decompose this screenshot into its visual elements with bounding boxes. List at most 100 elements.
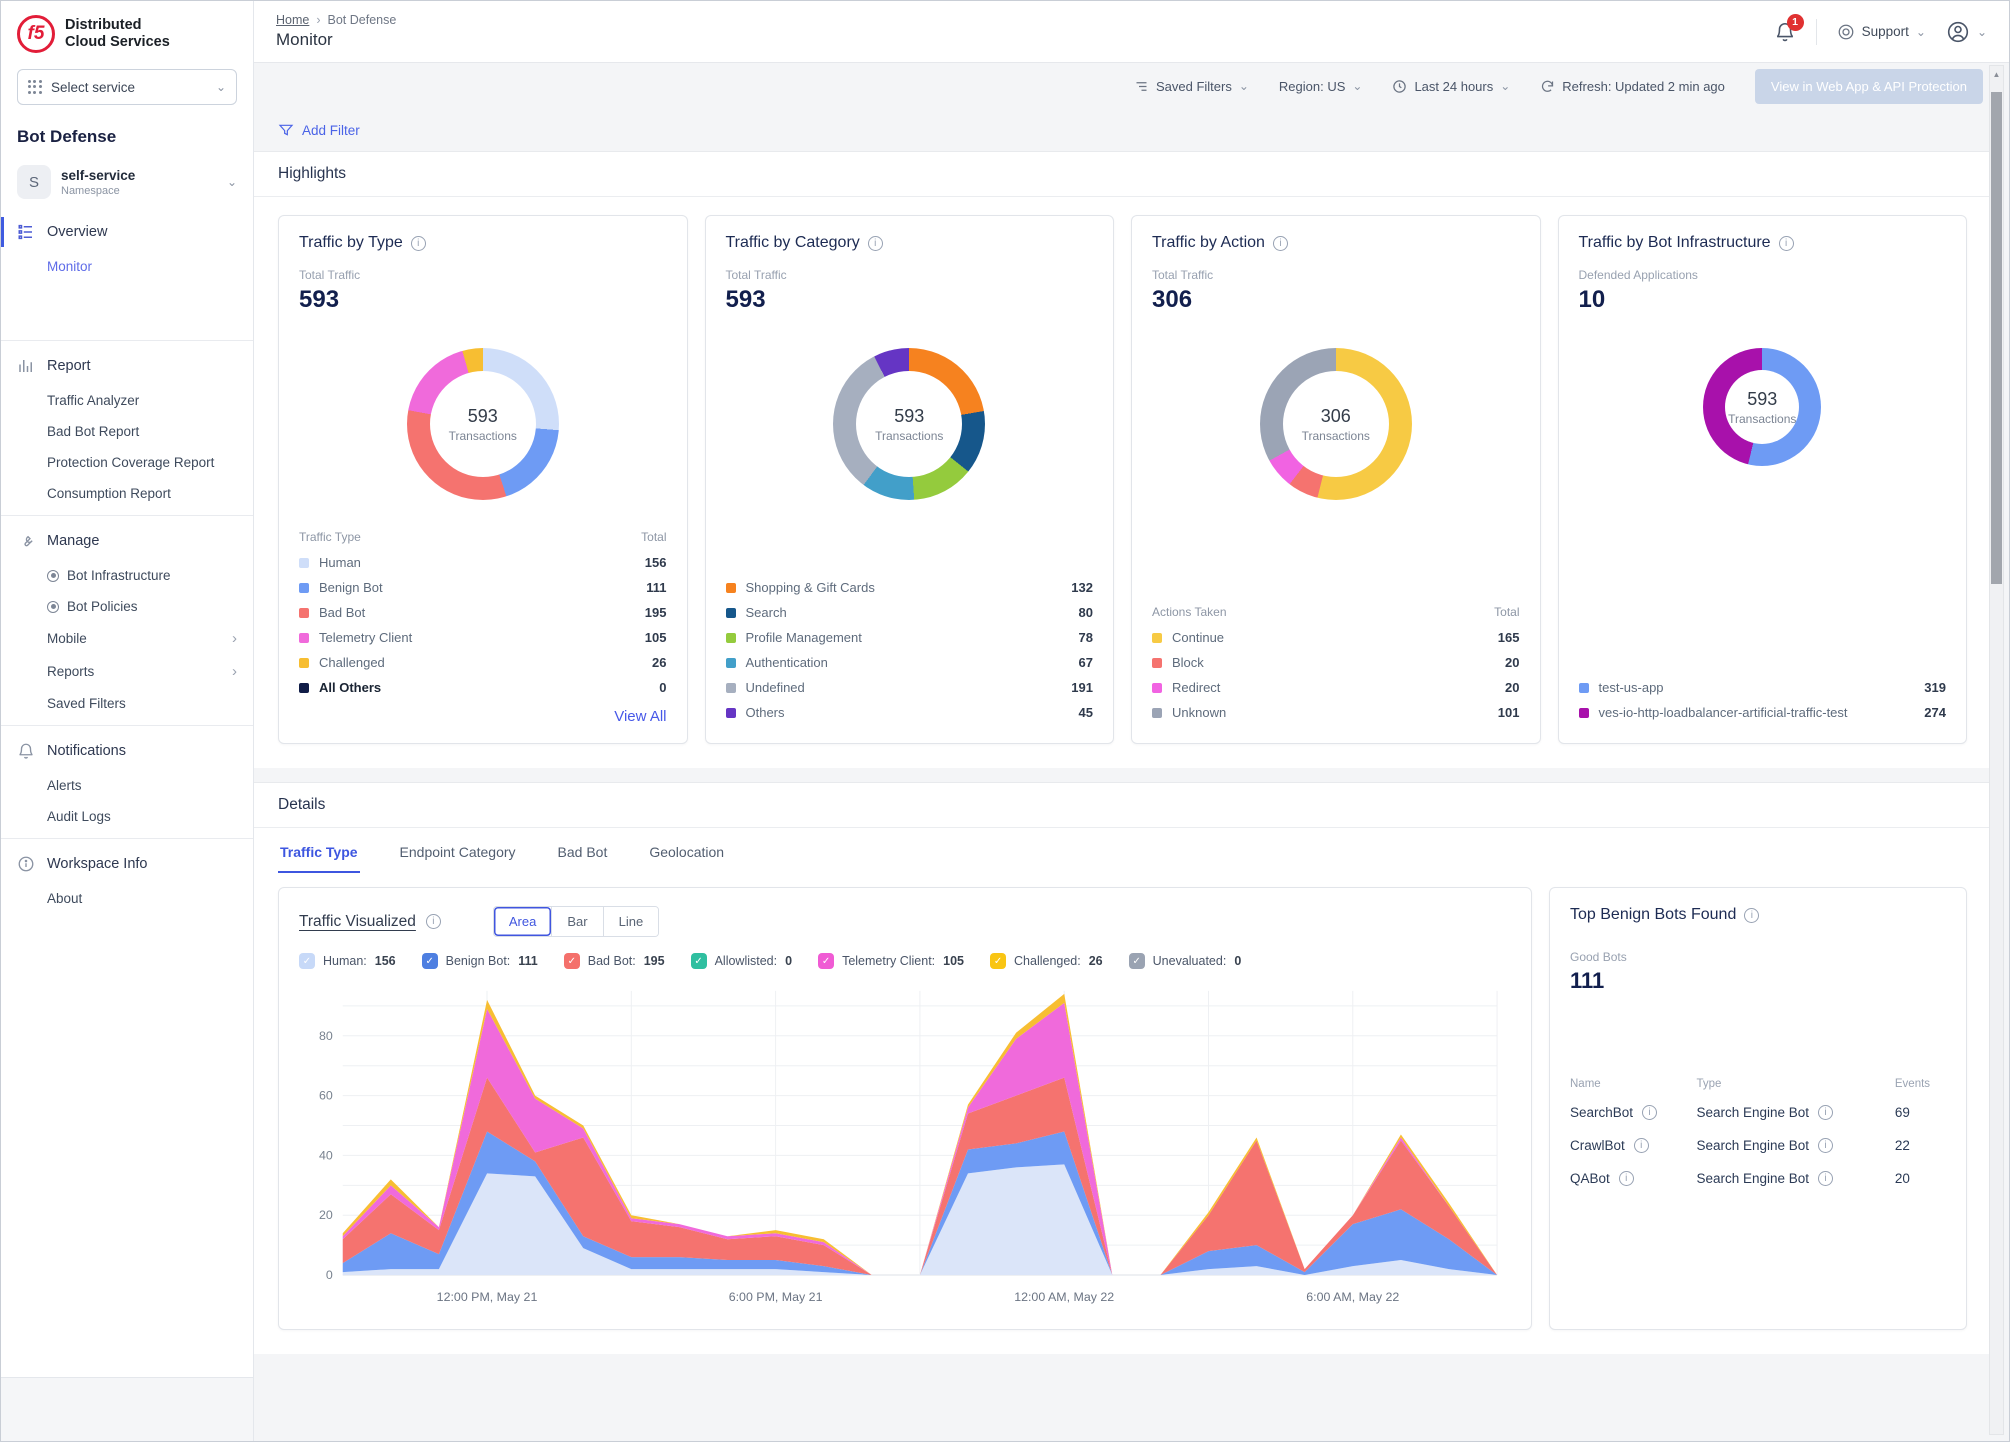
sidebar-item-bot-infrastructure[interactable]: Bot Infrastructure (1, 560, 253, 591)
sidebar-section-report[interactable]: Report (1, 347, 253, 385)
refresh-button[interactable]: Refresh: Updated 2 min ago (1540, 79, 1725, 94)
legend-value: 132 (1071, 580, 1093, 595)
info-icon[interactable] (1618, 1171, 1634, 1186)
filter-checkbox-telemetry-client[interactable]: Telemetry Client: 105 (818, 953, 964, 969)
brand-line1: Distributed (65, 17, 142, 34)
legend-row[interactable]: Bad Bot 195 (299, 600, 667, 625)
info-icon[interactable] (867, 235, 883, 251)
bot-name: QABot (1570, 1171, 1610, 1186)
legend-row[interactable]: Authentication 67 (725, 650, 1093, 675)
metric-value: 10 (1578, 286, 1606, 313)
nav-divider (1, 340, 253, 341)
region-dropdown[interactable]: Region: US ⌄ (1279, 79, 1363, 94)
table-row: QABot Search Engine Bot 20 (1570, 1162, 1946, 1195)
donut-center-label: Transactions (875, 428, 944, 443)
view-all-link[interactable]: View All (614, 708, 667, 725)
info-icon[interactable] (1744, 907, 1760, 923)
legend-row[interactable]: Shopping & Gift Cards 132 (725, 575, 1093, 600)
filter-count: 0 (1234, 954, 1242, 968)
legend-value: 80 (1078, 605, 1093, 620)
chart-mode-bar[interactable]: Bar (551, 907, 603, 936)
filter-checkbox-bad-bot[interactable]: Bad Bot: 195 (563, 953, 665, 969)
sidebar-section-notifications[interactable]: Notifications (1, 732, 253, 770)
filter-checkbox-human[interactable]: Human: 156 (299, 953, 396, 969)
sidebar-item-consumption-report[interactable]: Consumption Report (1, 478, 253, 509)
sidebar-item-bad-bot-report[interactable]: Bad Bot Report (1, 416, 253, 447)
info-icon[interactable] (1818, 1171, 1834, 1186)
info-icon[interactable] (1818, 1138, 1834, 1153)
tab-traffic-type[interactable]: Traffic Type (278, 834, 360, 873)
select-service-dropdown[interactable]: Select service ⌄ (17, 69, 237, 105)
saved-filters-dropdown[interactable]: Saved Filters ⌄ (1134, 79, 1249, 94)
nav-divider (1, 725, 253, 726)
scroll-up-arrow-icon[interactable]: ▲ (1992, 69, 2001, 79)
notification-badge: 1 (1786, 13, 1804, 31)
legend-row[interactable]: Benign Bot 111 (299, 575, 667, 600)
info-icon[interactable] (1818, 1105, 1834, 1120)
sidebar-item-alerts[interactable]: Alerts (1, 770, 253, 801)
tab-endpoint-category[interactable]: Endpoint Category (399, 844, 516, 860)
filter-checkbox-challenged[interactable]: Challenged: 26 (990, 953, 1103, 969)
legend-row[interactable]: All Others 0 (299, 675, 667, 700)
namespace-name: self-service (61, 167, 136, 183)
sidebar-item-about[interactable]: About (1, 883, 253, 914)
sidebar-section-overview[interactable]: Overview (1, 213, 253, 251)
support-menu[interactable]: Support ⌄ (1837, 23, 1926, 41)
vertical-scrollbar[interactable]: ▲ (1989, 65, 2004, 1435)
legend-row[interactable]: test-us-app 319 (1578, 675, 1946, 700)
legend-row[interactable]: Block 20 (1152, 650, 1520, 675)
legend-row[interactable]: Challenged 26 (299, 650, 667, 675)
sidebar-section-workspace-info[interactable]: Workspace Info (1, 845, 253, 883)
time-range-dropdown[interactable]: Last 24 hours ⌄ (1392, 79, 1510, 94)
report-icon (17, 357, 35, 375)
bell-icon (17, 742, 35, 760)
sidebar-item-saved-filters[interactable]: Saved Filters (1, 688, 253, 719)
tab-bad-bot[interactable]: Bad Bot (557, 844, 608, 860)
good-bots-value: 111 (1570, 968, 1605, 993)
filter-label: Human: (323, 954, 367, 968)
view-waap-button[interactable]: View in Web App & API Protection (1754, 68, 1983, 104)
info-icon[interactable] (410, 235, 426, 251)
legend-row[interactable]: Unknown 101 (1152, 700, 1520, 725)
info-icon[interactable] (1642, 1105, 1658, 1120)
legend-row[interactable]: Search 80 (725, 600, 1093, 625)
chart-mode-area[interactable]: Area (493, 907, 552, 936)
filter-checkbox-benign-bot[interactable]: Benign Bot: 111 (421, 953, 538, 969)
filter-checkbox-unevaluated[interactable]: Unevaluated: 0 (1128, 953, 1242, 969)
donut-chart: 593 Transactions (1579, 348, 1947, 466)
sidebar-item-bot-policies[interactable]: Bot Policies (1, 591, 253, 622)
sidebar-section-label: Overview (47, 224, 108, 240)
info-icon[interactable] (1633, 1138, 1649, 1153)
legend-row[interactable]: Telemetry Client 105 (299, 625, 667, 650)
legend-row[interactable]: Undefined 191 (725, 675, 1093, 700)
breadcrumb-home[interactable]: Home (276, 13, 310, 27)
notifications-bell-button[interactable]: 1 (1774, 13, 1804, 43)
legend-row[interactable]: Profile Management 78 (725, 625, 1093, 650)
tab-geolocation[interactable]: Geolocation (649, 844, 725, 860)
sidebar-item-monitor[interactable]: Monitor (1, 251, 253, 282)
legend-row[interactable]: Others 45 (725, 700, 1093, 725)
filter-checkbox-allowlisted[interactable]: Allowlisted: 0 (690, 953, 792, 969)
chart-mode-line[interactable]: Line (602, 907, 659, 936)
sidebar-item-protection-coverage-report[interactable]: Protection Coverage Report (1, 447, 253, 478)
info-icon[interactable] (1272, 235, 1288, 251)
legend-label: Block (1172, 655, 1204, 670)
info-icon[interactable] (1778, 235, 1794, 251)
donut-ring: 593 Transactions (1703, 348, 1822, 466)
sidebar-item-traffic-analyzer[interactable]: Traffic Analyzer (1, 385, 253, 416)
sidebar-section-manage[interactable]: Manage (1, 522, 253, 560)
sidebar-item-reports[interactable]: Reports › (1, 655, 253, 688)
legend-row[interactable]: ves-io-http-loadbalancer-artificial-traf… (1578, 700, 1946, 725)
scrollbar-thumb[interactable] (1991, 92, 2002, 584)
account-menu[interactable]: ⌄ (1946, 20, 1987, 44)
namespace-selector[interactable]: S self-service Namespace ⌄ (1, 159, 253, 213)
legend-row[interactable]: Redirect 20 (1152, 675, 1520, 700)
sidebar-item-audit-logs[interactable]: Audit Logs (1, 801, 253, 832)
legend-row[interactable]: Continue 165 (1152, 625, 1520, 650)
info-icon[interactable] (425, 914, 441, 929)
sidebar-item-mobile[interactable]: Mobile › (1, 622, 253, 655)
legend-row[interactable]: Human 156 (299, 550, 667, 575)
add-filter-button[interactable]: Add Filter (254, 109, 1991, 151)
checkbox-icon (1128, 953, 1145, 969)
bot-name: SearchBot (1570, 1105, 1634, 1120)
